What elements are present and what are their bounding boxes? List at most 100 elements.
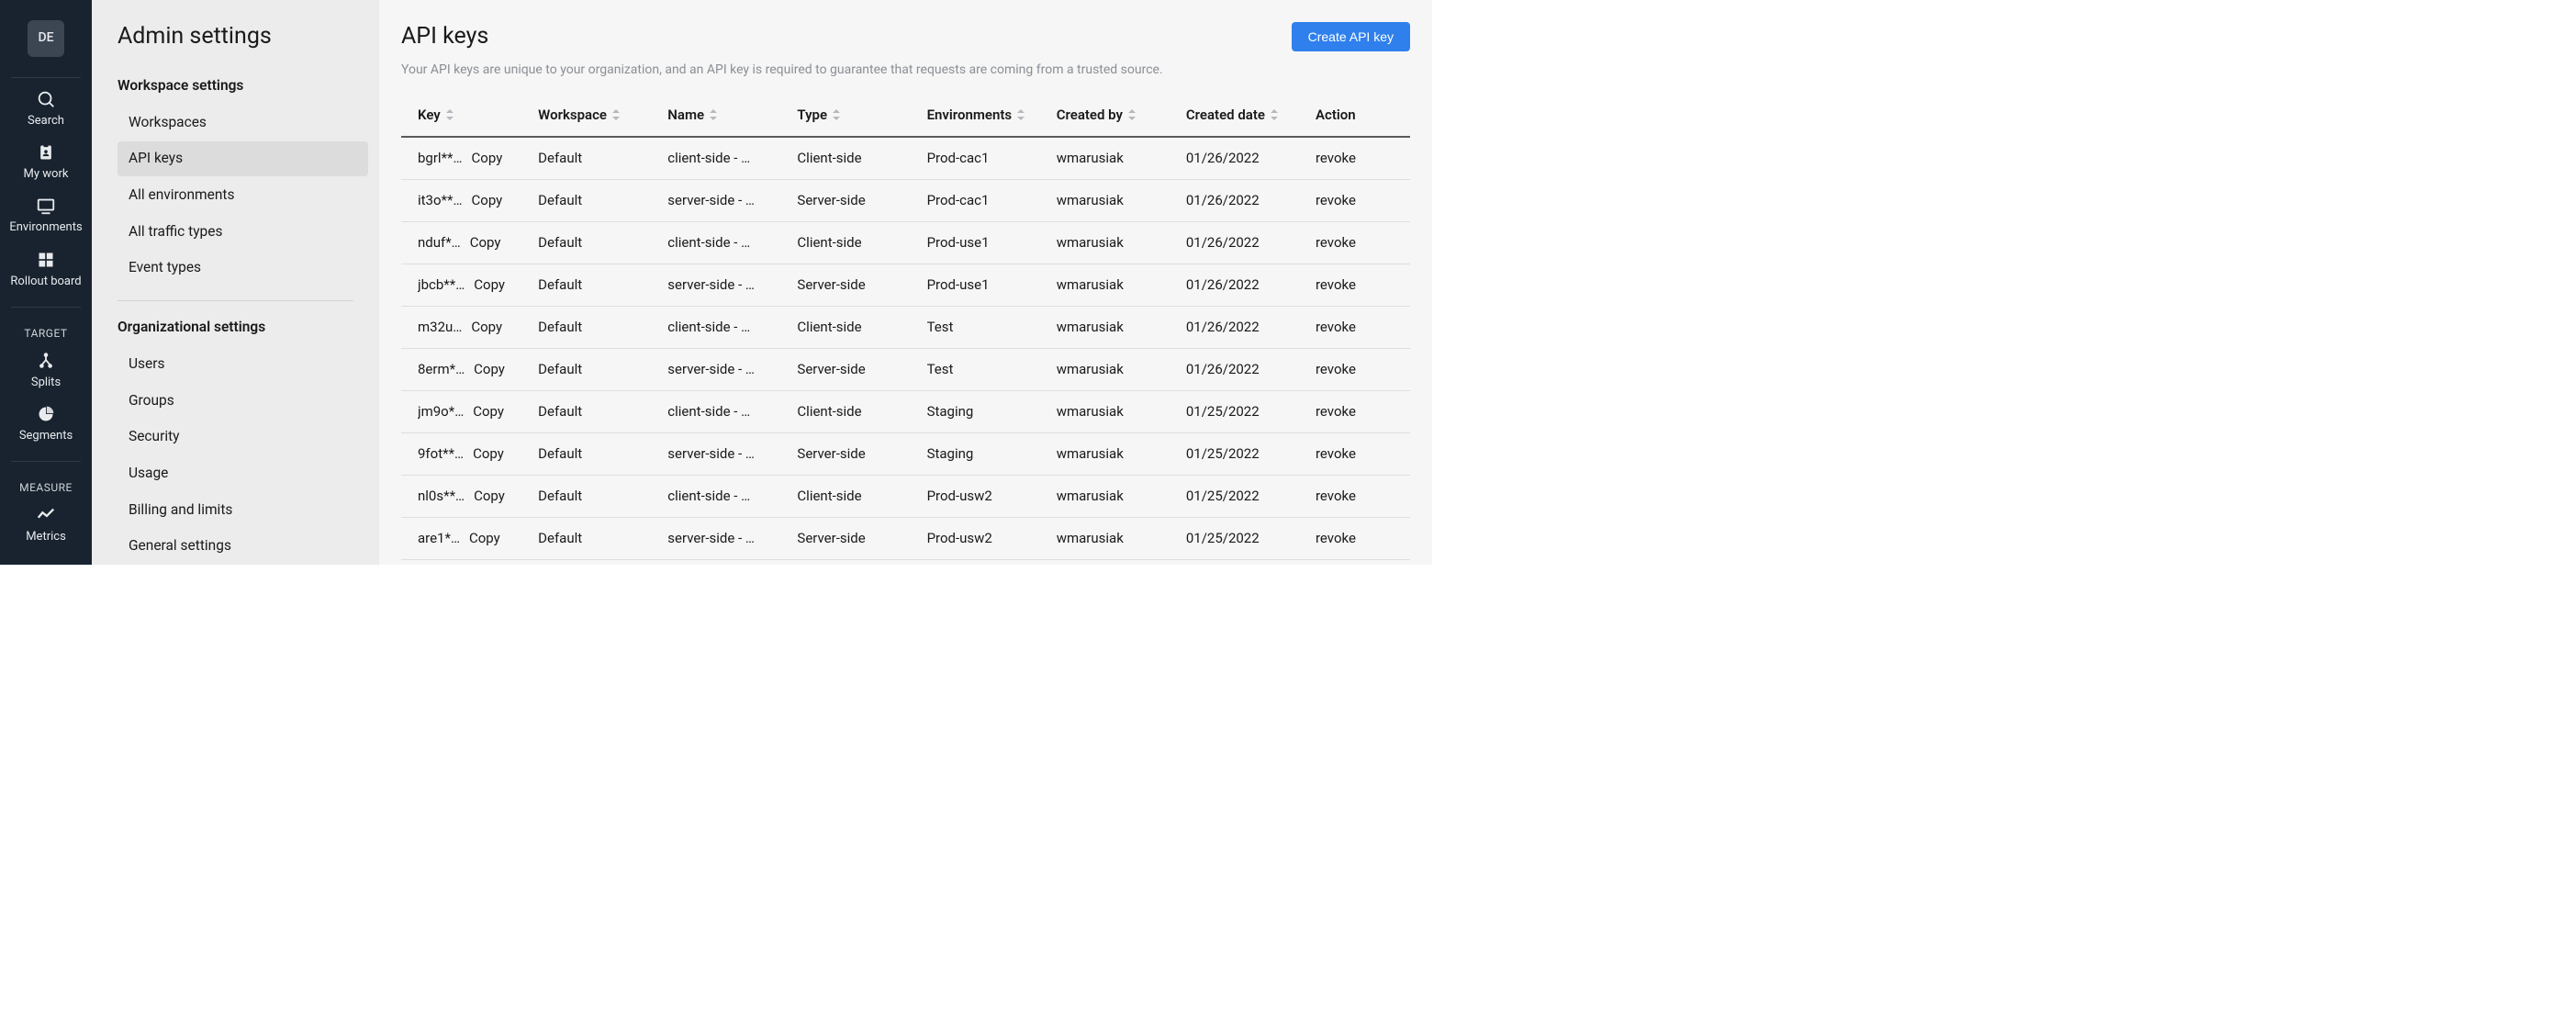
cell-created-by: wmarusiak xyxy=(1049,390,1179,432)
sidebar-item-all-environments[interactable]: All environments xyxy=(118,178,368,213)
trend-icon xyxy=(36,505,56,525)
copy-button[interactable]: Copy xyxy=(474,360,505,379)
col-created-by[interactable]: Created by xyxy=(1049,96,1179,137)
sidebar-item-api-keys[interactable]: API keys xyxy=(118,141,368,176)
col-created-date[interactable]: Created date xyxy=(1179,96,1308,137)
rail-item-metrics[interactable]: Metrics xyxy=(0,505,92,545)
cell-created-by: wmarusiak xyxy=(1049,432,1179,475)
avatar[interactable]: DE xyxy=(28,20,64,57)
create-api-key-button[interactable]: Create API key xyxy=(1292,22,1410,51)
key-text: 9fot**… xyxy=(418,444,464,464)
rail-item-splits[interactable]: Splits xyxy=(0,351,92,391)
sidebar-item-general[interactable]: General settings xyxy=(118,529,368,564)
rail-item-environments[interactable]: Environments xyxy=(0,196,92,236)
cell-created-by: wmarusiak xyxy=(1049,221,1179,264)
cell-name: server-side - … xyxy=(660,432,790,475)
col-name[interactable]: Name xyxy=(660,96,790,137)
copy-button[interactable]: Copy xyxy=(473,402,504,421)
cell-name: server-side - … xyxy=(660,179,790,221)
sidebar-item-security[interactable]: Security xyxy=(118,420,368,454)
col-environments[interactable]: Environments xyxy=(920,96,1049,137)
revoke-button[interactable]: revoke xyxy=(1316,403,1356,420)
table-row: jm9o*…CopyDefaultclient-side - …Client-s… xyxy=(401,390,1410,432)
sidebar-item-event-types[interactable]: Event types xyxy=(118,251,368,286)
cell-action: revoke xyxy=(1308,179,1410,221)
sort-icon xyxy=(1128,109,1136,120)
cell-environments: Staging xyxy=(920,390,1049,432)
cell-key: jbcb**…Copy xyxy=(401,264,531,306)
rail-divider xyxy=(11,77,81,78)
revoke-button[interactable]: revoke xyxy=(1316,319,1356,335)
search-icon xyxy=(36,89,56,109)
copy-button[interactable]: Copy xyxy=(472,149,503,168)
rail-item-mywork[interactable]: My work xyxy=(0,142,92,183)
cell-type: Client-side xyxy=(790,137,919,180)
sidebar-item-groups[interactable]: Groups xyxy=(118,384,368,419)
cell-workspace: Default xyxy=(531,348,660,390)
cell-type: Server-side xyxy=(790,264,919,306)
sidebar-item-workspaces[interactable]: Workspaces xyxy=(118,106,368,140)
main-content: API keys Create API key Your API keys ar… xyxy=(379,0,1432,565)
rail-item-segments[interactable]: Segments xyxy=(0,404,92,444)
revoke-button[interactable]: revoke xyxy=(1316,150,1356,166)
rail-divider xyxy=(11,307,81,308)
cell-workspace: Default xyxy=(531,475,660,517)
sidebar-item-billing[interactable]: Billing and limits xyxy=(118,493,368,528)
cell-key: jm9o*…Copy xyxy=(401,390,531,432)
rail-section-measure: MEASURE xyxy=(19,480,73,496)
id-badge-icon xyxy=(36,142,56,163)
cell-key: it3o**… Copy xyxy=(401,179,531,221)
cell-key: m32u…Copy xyxy=(401,306,531,348)
table-row: nduf*…CopyDefaultclient-side - …Client-s… xyxy=(401,221,1410,264)
cell-environments: Prod-cac1 xyxy=(920,137,1049,180)
col-workspace[interactable]: Workspace xyxy=(531,96,660,137)
rail-divider xyxy=(11,461,81,462)
revoke-button[interactable]: revoke xyxy=(1316,234,1356,251)
cell-action: revoke xyxy=(1308,221,1410,264)
avatar-initials: DE xyxy=(38,29,53,48)
revoke-button[interactable]: revoke xyxy=(1316,361,1356,377)
cell-type: Client-side xyxy=(790,390,919,432)
rail-item-label: Rollout board xyxy=(10,274,81,290)
cell-action: revoke xyxy=(1308,475,1410,517)
cell-type: Server-side xyxy=(790,517,919,559)
revoke-button[interactable]: revoke xyxy=(1316,276,1356,293)
cell-name: client-side - … xyxy=(660,306,790,348)
copy-button[interactable]: Copy xyxy=(474,275,505,295)
key-text: it3o**… xyxy=(418,191,463,210)
cell-environments: Test xyxy=(920,306,1049,348)
cell-created-by: wmarusiak xyxy=(1049,348,1179,390)
pie-icon xyxy=(36,404,56,424)
cell-name: server-side - … xyxy=(660,264,790,306)
cell-key: 8erm*…Copy xyxy=(401,348,531,390)
rail-item-rollout[interactable]: Rollout board xyxy=(0,250,92,290)
cell-key: nl0s**…Copy xyxy=(401,475,531,517)
col-type[interactable]: Type xyxy=(790,96,919,137)
revoke-button[interactable]: revoke xyxy=(1316,192,1356,208)
copy-button[interactable]: Copy xyxy=(472,191,503,210)
copy-button[interactable]: Copy xyxy=(473,444,504,464)
cell-workspace: Default xyxy=(531,390,660,432)
col-key[interactable]: Key xyxy=(401,96,531,137)
revoke-button[interactable]: revoke xyxy=(1316,488,1356,504)
settings-group-org-items: Users Groups Security Usage Billing and … xyxy=(118,347,368,564)
cell-created-by: wmarusiak xyxy=(1049,179,1179,221)
key-text: nduf*… xyxy=(418,233,461,252)
copy-button[interactable]: Copy xyxy=(469,529,500,548)
rail-item-search[interactable]: Search xyxy=(0,89,92,129)
cell-name: server-side - … xyxy=(660,348,790,390)
sidebar-item-all-traffic-types[interactable]: All traffic types xyxy=(118,215,368,250)
cell-name: client-side - … xyxy=(660,137,790,180)
cell-environments: Staging xyxy=(920,432,1049,475)
copy-button[interactable]: Copy xyxy=(474,487,505,506)
copy-button[interactable]: Copy xyxy=(471,318,502,337)
cell-created-date: 01/26/2022 xyxy=(1179,221,1308,264)
sidebar-item-usage[interactable]: Usage xyxy=(118,456,368,491)
cell-type: Server-side xyxy=(790,432,919,475)
revoke-button[interactable]: revoke xyxy=(1316,530,1356,546)
cell-name: client-side - … xyxy=(660,221,790,264)
sidebar-item-users[interactable]: Users xyxy=(118,347,368,382)
cell-workspace: Default xyxy=(531,179,660,221)
copy-button[interactable]: Copy xyxy=(470,233,501,252)
revoke-button[interactable]: revoke xyxy=(1316,445,1356,462)
